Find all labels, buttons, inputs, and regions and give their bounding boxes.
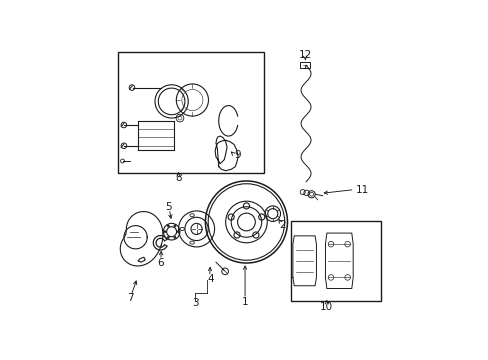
Circle shape <box>177 231 179 233</box>
Text: 1: 1 <box>241 297 248 307</box>
Circle shape <box>173 237 176 239</box>
Text: 9: 9 <box>233 150 240 160</box>
Bar <box>290 221 380 301</box>
Text: 3: 3 <box>191 298 198 308</box>
Circle shape <box>167 225 169 227</box>
Text: 4: 4 <box>207 274 213 284</box>
Text: 10: 10 <box>320 302 333 312</box>
Circle shape <box>173 225 176 227</box>
Circle shape <box>163 231 166 233</box>
Text: 11: 11 <box>355 185 368 194</box>
Text: 7: 7 <box>126 293 133 303</box>
Bar <box>300 62 309 68</box>
Circle shape <box>167 237 169 239</box>
Text: 6: 6 <box>157 258 163 268</box>
Text: 2: 2 <box>279 220 285 230</box>
Text: 12: 12 <box>298 50 311 60</box>
Bar <box>117 51 264 174</box>
Text: 5: 5 <box>165 202 172 212</box>
Text: 8: 8 <box>175 174 182 184</box>
